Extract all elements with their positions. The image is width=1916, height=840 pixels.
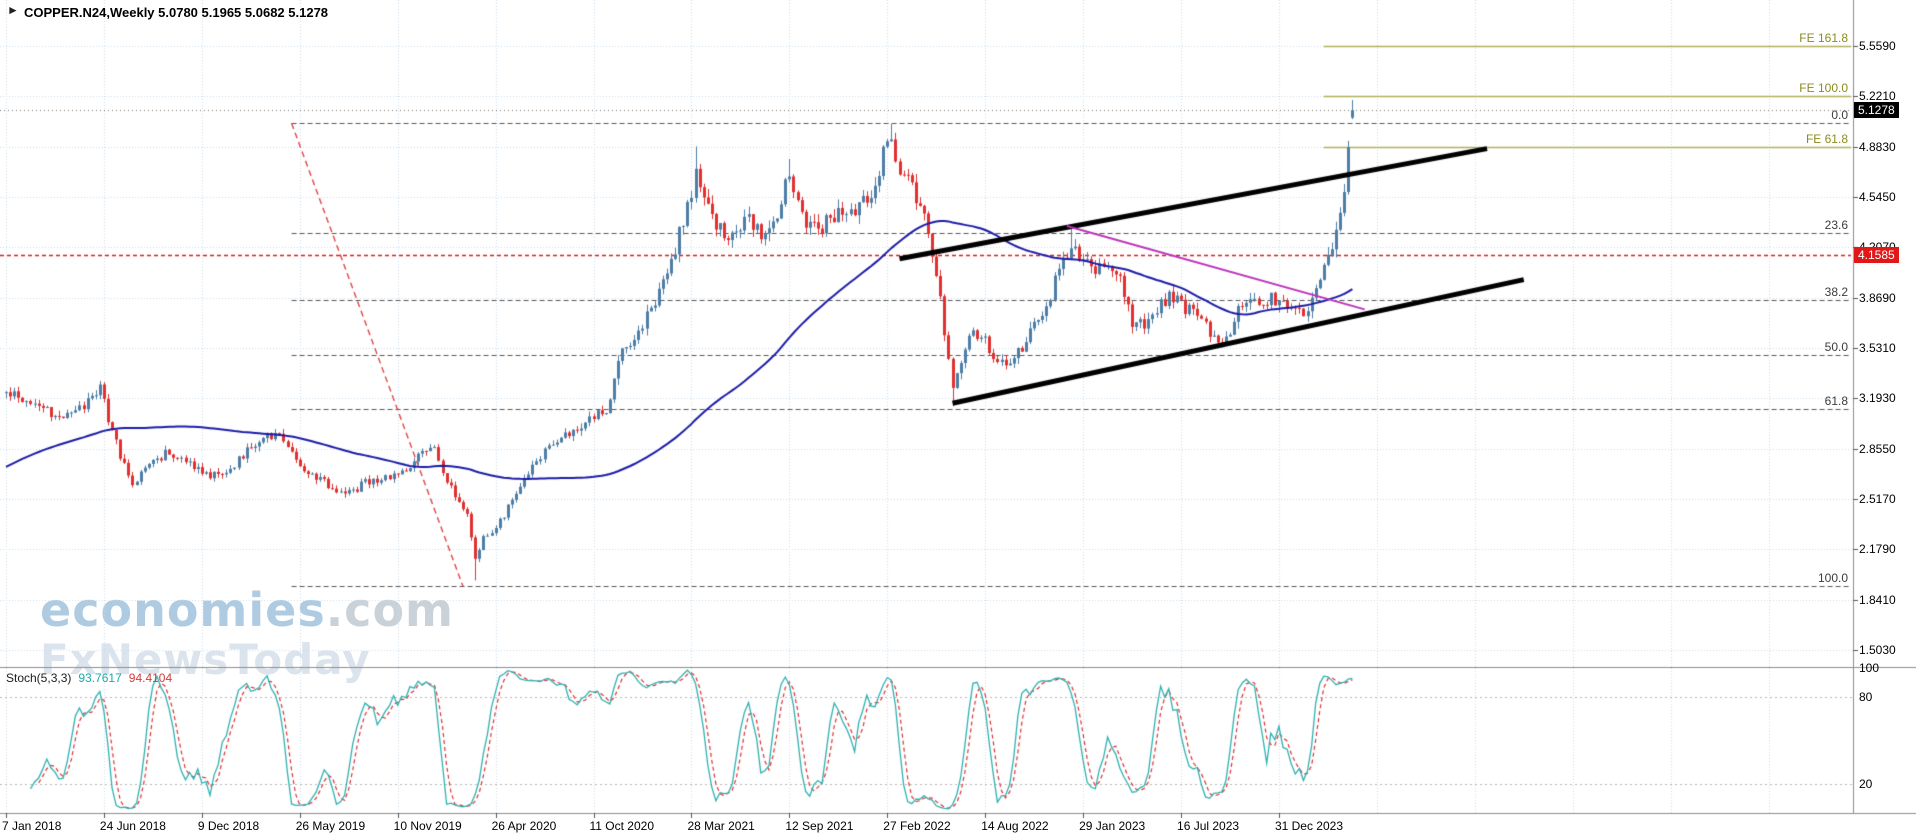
one-click-trading-icon[interactable]: ►: [7, 3, 19, 17]
alert-price-box: 4.1585: [1854, 246, 1899, 263]
indicator-value-signal: 94.4104: [128, 671, 173, 685]
bid-price-box: 5.1278: [1854, 102, 1899, 119]
price-scale[interactable]: [1854, 0, 1916, 813]
indicator-label: Stoch(5,3,3) 93.7617 94.4104: [6, 671, 172, 685]
symbol-ohlc-label: COPPER.N24,Weekly 5.0780 5.1965 5.0682 5…: [24, 5, 329, 20]
indicator-value-main: 93.7617: [78, 671, 122, 685]
indicator-name: Stoch(5,3,3): [6, 671, 72, 685]
time-scale[interactable]: [0, 814, 1916, 840]
